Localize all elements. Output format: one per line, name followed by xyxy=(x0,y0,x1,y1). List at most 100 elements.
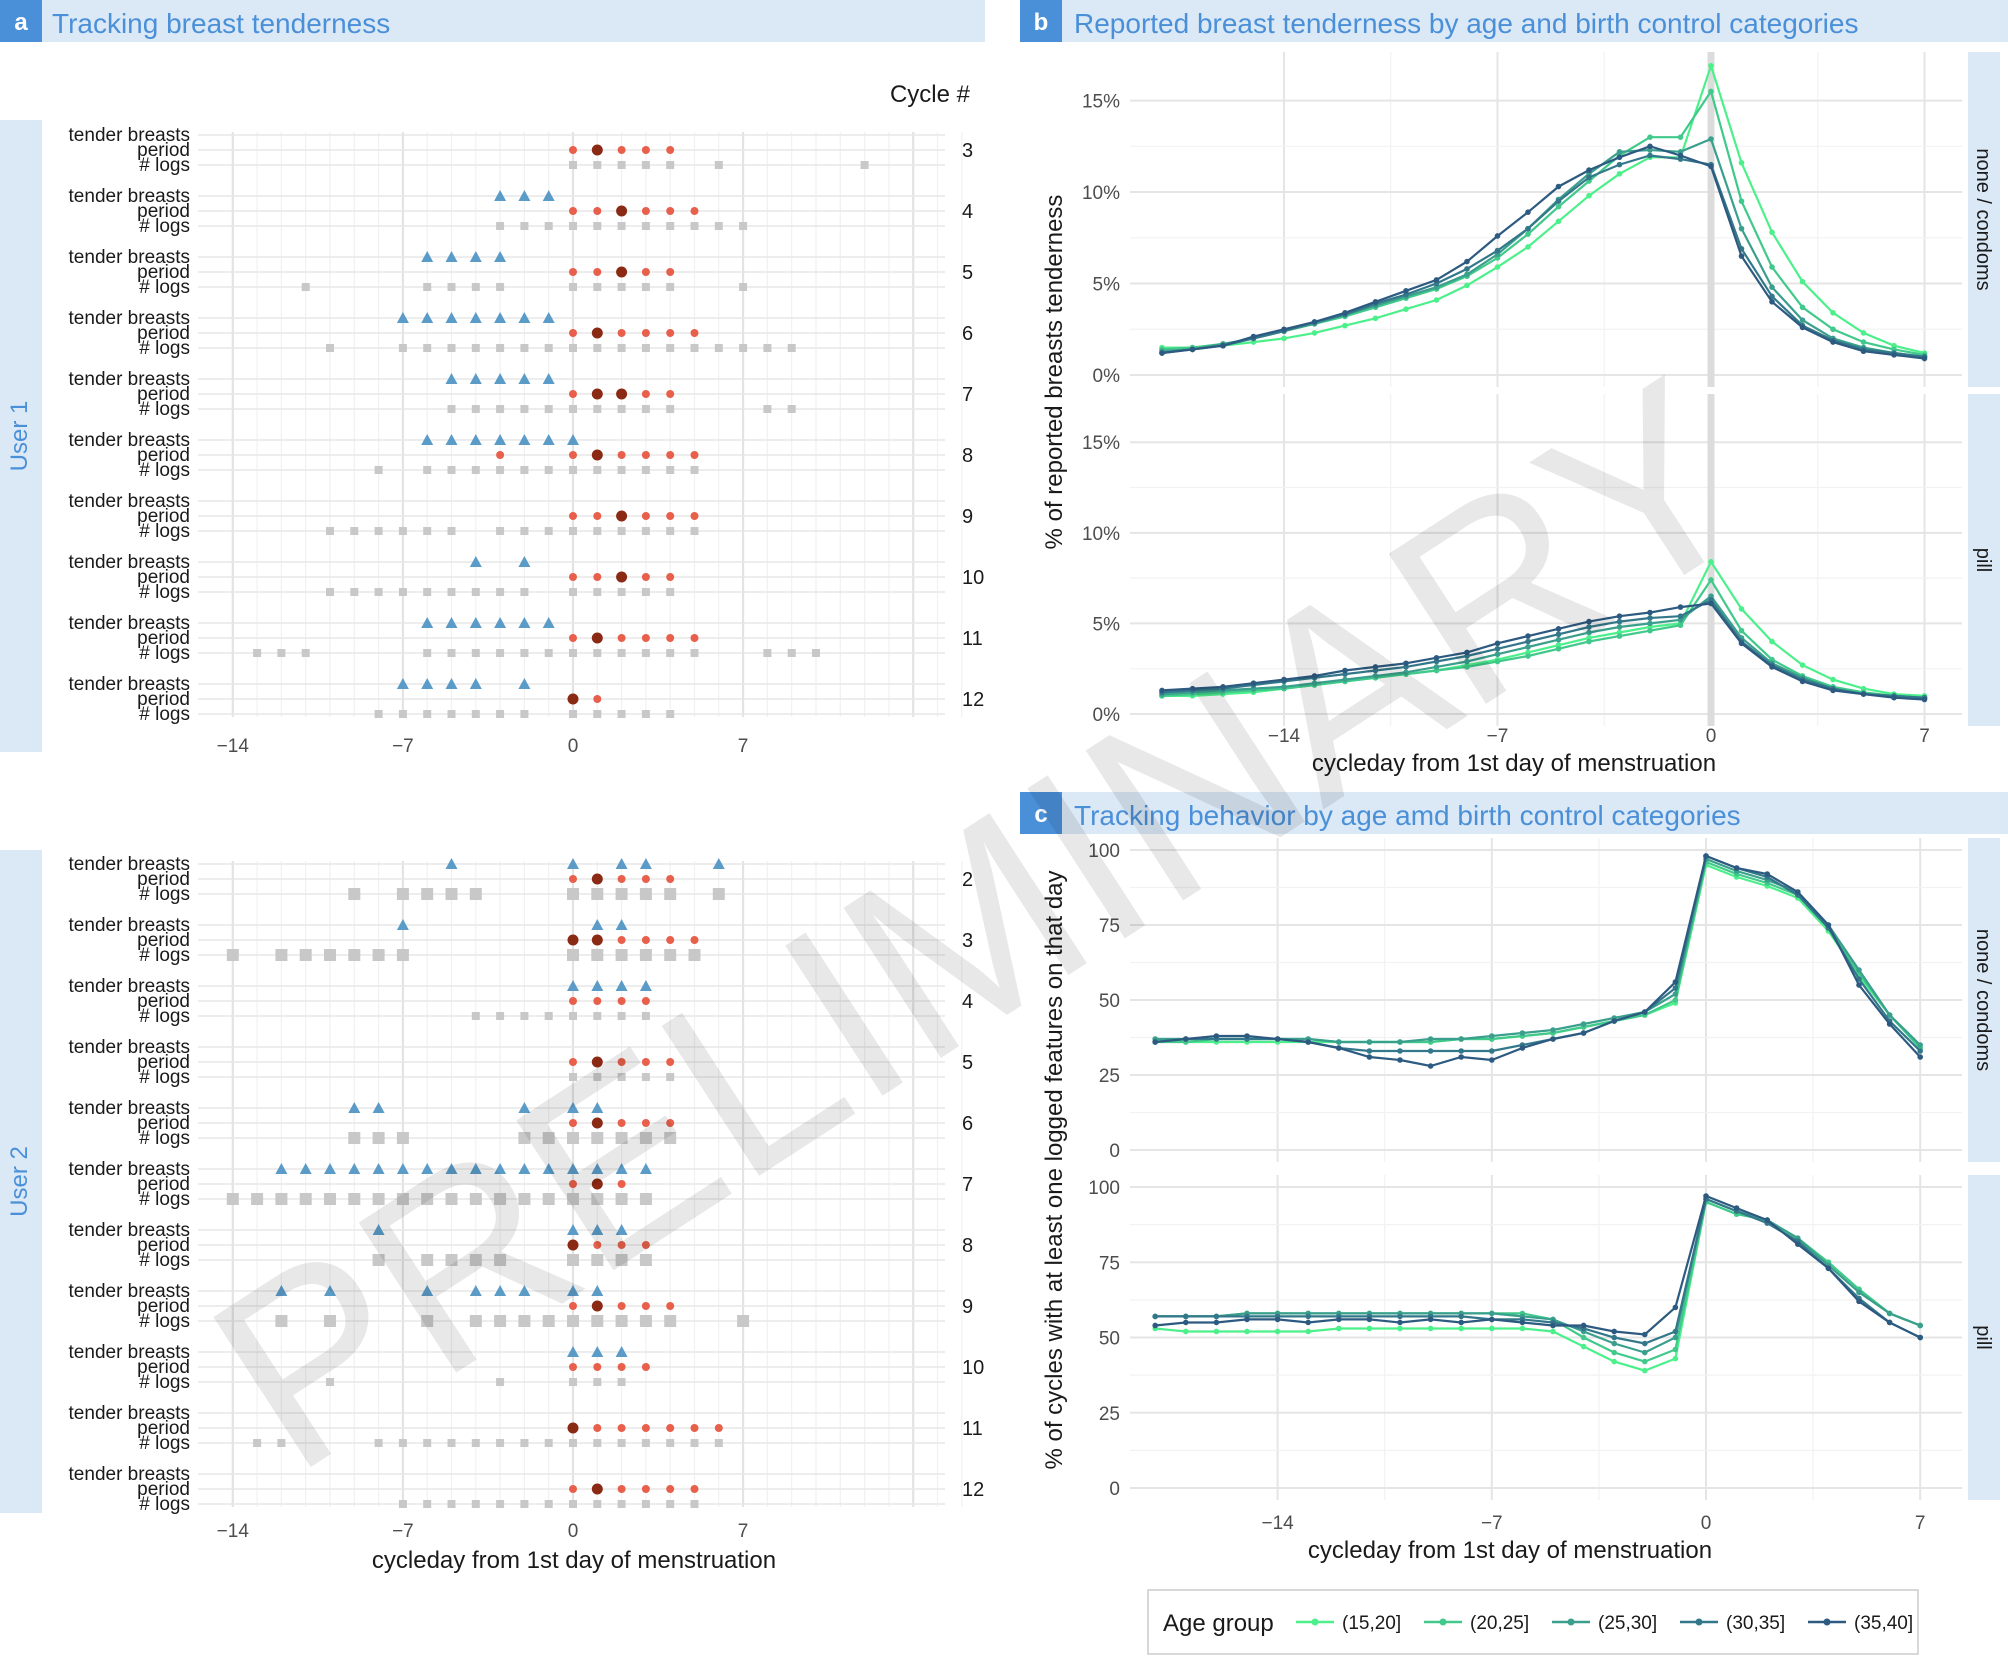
log-mark xyxy=(615,1254,628,1266)
y-tick-label: 100 xyxy=(1088,1178,1120,1199)
log-mark xyxy=(593,1378,602,1386)
log-mark xyxy=(520,710,529,718)
series-point xyxy=(1555,645,1562,652)
series-point xyxy=(1677,613,1684,619)
log-mark xyxy=(666,1073,675,1081)
period-mark xyxy=(641,390,650,398)
series-point xyxy=(1856,967,1862,973)
row-label: period xyxy=(137,930,190,951)
log-mark xyxy=(787,344,796,352)
x-tick-label: 0 xyxy=(1706,726,1717,747)
series-point xyxy=(1917,1048,1923,1054)
series-point xyxy=(1494,651,1501,658)
tender-mark xyxy=(591,1346,604,1357)
series-point xyxy=(1152,1313,1158,1320)
log-mark xyxy=(277,649,286,657)
cycle-number: 4 xyxy=(962,991,973,1013)
tender-mark xyxy=(518,1102,531,1113)
row-label: tender breasts xyxy=(69,186,190,207)
series-line-(15,20] xyxy=(1162,62,1925,355)
period-mark xyxy=(593,695,602,703)
series-point xyxy=(1917,1322,1923,1329)
log-mark xyxy=(641,161,650,169)
facet-label: pill xyxy=(1972,1325,1994,1349)
row-label: tender breasts xyxy=(69,854,190,875)
series-point xyxy=(1489,1057,1495,1063)
log-mark xyxy=(520,527,529,535)
row-label: tender breasts xyxy=(69,430,190,451)
log-mark xyxy=(615,1132,628,1144)
legend-swatch-point xyxy=(1823,1618,1831,1626)
period-mark xyxy=(591,327,603,339)
series-point xyxy=(1519,1030,1526,1036)
log-mark xyxy=(639,888,652,900)
period-mark xyxy=(641,1058,650,1066)
log-mark xyxy=(812,649,820,657)
tender-mark xyxy=(372,1102,385,1113)
row-label: tender breasts xyxy=(69,1281,190,1302)
tender-mark xyxy=(712,858,725,869)
tender-mark xyxy=(494,1285,507,1296)
log-mark xyxy=(739,344,748,352)
log-mark xyxy=(666,1500,675,1508)
series-point xyxy=(1336,1325,1342,1332)
period-mark xyxy=(666,573,675,581)
log-mark xyxy=(641,283,650,291)
row-label: tender breasts xyxy=(69,491,190,512)
series-point xyxy=(1489,1310,1495,1317)
series-point xyxy=(1311,319,1318,325)
tender-mark xyxy=(494,617,507,628)
tender-mark xyxy=(615,1224,628,1235)
log-mark xyxy=(664,1315,677,1327)
series-point xyxy=(1611,1328,1617,1335)
y-tick-label: 10% xyxy=(1082,524,1120,545)
log-mark xyxy=(567,1132,579,1144)
series-point xyxy=(1830,676,1836,683)
y-tick-label: 0% xyxy=(1093,705,1121,726)
series-line-(35,40] xyxy=(1155,1194,1921,1339)
series-point xyxy=(1555,183,1562,190)
log-mark xyxy=(787,649,796,657)
tender-mark xyxy=(469,617,482,628)
log-mark xyxy=(374,466,383,474)
log-mark xyxy=(518,1132,531,1144)
log-mark xyxy=(641,222,650,230)
series-point xyxy=(1647,627,1653,634)
log-mark xyxy=(520,405,529,413)
log-mark xyxy=(348,1132,361,1144)
y-tick-label: 15% xyxy=(1082,92,1120,113)
series-point xyxy=(1464,258,1470,265)
row-label: period xyxy=(137,567,190,588)
log-mark xyxy=(445,1193,458,1205)
series-point xyxy=(1672,1304,1679,1311)
legend-label: (25,30] xyxy=(1598,1613,1657,1634)
log-mark xyxy=(494,1315,507,1327)
row-label: # logs xyxy=(139,1433,190,1454)
log-mark xyxy=(591,1315,604,1327)
series-point xyxy=(1647,609,1653,616)
tender-mark xyxy=(494,312,507,323)
log-mark xyxy=(739,283,748,291)
log-mark xyxy=(641,588,650,596)
row-label: # logs xyxy=(139,277,190,298)
series-line-(20,25] xyxy=(1161,577,1925,699)
row-label: # logs xyxy=(139,1128,190,1149)
series-point xyxy=(1403,669,1409,676)
facet-strip xyxy=(1968,1175,2000,1500)
log-mark xyxy=(591,888,604,900)
series-point xyxy=(1397,1039,1403,1045)
log-mark xyxy=(666,405,675,413)
series-point xyxy=(1586,174,1592,181)
log-mark xyxy=(617,222,626,230)
log-mark xyxy=(615,1193,628,1205)
cycle-number: 2 xyxy=(962,869,973,891)
panel-c-title: Tracking behavior by age amd birth contr… xyxy=(1074,800,1741,831)
period-mark xyxy=(593,268,602,276)
series-point xyxy=(1281,326,1287,333)
series-point xyxy=(1525,653,1531,659)
series-point xyxy=(1427,1063,1434,1069)
series-point xyxy=(1891,352,1897,358)
row-label: # logs xyxy=(139,884,190,905)
series-point xyxy=(1586,624,1592,630)
log-mark xyxy=(518,1315,531,1327)
